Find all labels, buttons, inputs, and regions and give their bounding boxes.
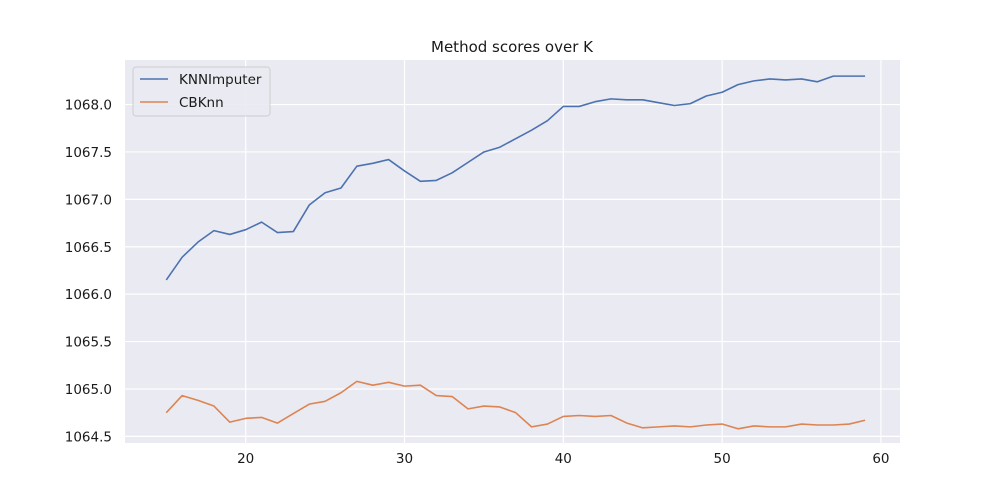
y-tick-label: 1068.0 [65,98,112,114]
legend-label-knnimputer: KNNImputer [179,72,262,88]
x-tick-labels: 20 30 40 50 60 [237,451,889,467]
series-line-knnimputer [165,75,866,281]
y-tick-label: 1066.0 [65,287,112,303]
legend: KNNImputer CBKnn [132,66,271,117]
y-tick-label: 1067.0 [65,192,112,208]
chart-title: Method scores over K [431,38,594,56]
series-line-cbknn [165,380,866,430]
y-tick-label: 1064.5 [65,429,112,445]
y-tick-label: 1065.0 [65,382,112,398]
y-tick-label: 1065.5 [65,335,112,351]
x-tick-label: 40 [555,451,572,467]
x-tick-label: 60 [872,451,889,467]
y-tick-labels: 1064.5 1065.0 1065.5 1066.0 1066.5 1067.0 1067… [65,98,112,446]
legend-label-cbknn: CBKnn [179,95,224,111]
plot-background [125,60,900,443]
grid-lines [125,60,900,443]
x-tick-label: 30 [396,451,413,467]
y-tick-label: 1066.5 [65,240,112,256]
x-tick-label: 20 [237,451,254,467]
y-tick-label: 1067.5 [65,145,112,161]
x-tick-label: 50 [714,451,731,467]
series-lines [165,75,866,430]
